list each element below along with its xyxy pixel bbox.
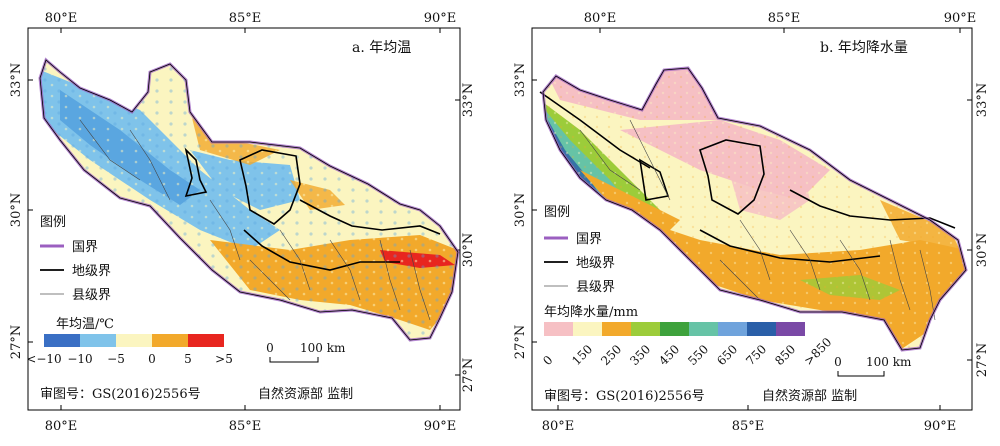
legend-item-county: 县级界 — [576, 280, 615, 295]
panel-title: b. 年均降水量 — [820, 40, 908, 56]
lon-tick-top: 85°E — [229, 11, 262, 26]
lat-tick-right: 30°N — [975, 233, 990, 267]
lon-tick-top: 90°E — [424, 11, 457, 26]
lon-tick-bottom: 80°E — [45, 419, 78, 434]
colorbar-swatch — [152, 334, 188, 347]
lon-tick-bottom: 90°E — [424, 419, 457, 434]
colorbar-label: −5 — [107, 352, 125, 366]
lon-tick-top: 80°E — [584, 11, 617, 26]
lat-tick-right: 30°N — [461, 233, 476, 267]
lon-tick-bottom: 85°E — [229, 419, 262, 434]
scale-label: 100 km — [866, 355, 912, 369]
colorbar-label: 0 — [148, 352, 156, 366]
authority: 自然资源部 监制 — [258, 386, 353, 402]
colorbar-swatch — [747, 322, 776, 336]
legend-item-national: 国界 — [72, 240, 98, 255]
lat-tick-right: 27°N — [975, 343, 990, 377]
colorbar-swatch — [44, 334, 80, 347]
colorbar-label: <−10 — [26, 352, 61, 366]
lon-tick-top: 90°E — [944, 11, 977, 26]
legend: 图例 国界 地级界 县级界 年均降水量/mm 0 150 250 350 450 550 6… — [540, 205, 834, 368]
lon-tick-top: 80°E — [45, 11, 78, 26]
legend-heading: 图例 — [40, 215, 66, 230]
colorbar-label: −10 — [67, 352, 92, 366]
lat-tick-right: 33°N — [975, 83, 990, 117]
colorbar-swatch — [718, 322, 747, 336]
colorbar: <−10 −10 −5 0 5 >5 — [26, 334, 233, 366]
legend-item-prefecture: 地级界 — [576, 256, 615, 271]
scale-zero: 0 — [266, 341, 274, 355]
legend: 图例 国界 地级界 县级界 年均温/℃ <−10 −10 −5 0 5 >5 — [26, 215, 233, 366]
colorbar-title: 年均降水量/mm — [544, 305, 638, 320]
lat-tick-left: 27°N — [513, 325, 528, 359]
authority: 自然资源部 监制 — [762, 388, 857, 404]
panel-title: a. 年均温 — [352, 40, 411, 56]
frame-ticks — [28, 28, 460, 410]
lat-tick-left: 33°N — [9, 63, 24, 97]
colorbar-swatch — [689, 322, 718, 336]
colorbar-label: 5 — [184, 352, 192, 366]
approval-number: 审图号：GS(2016)2556号 — [544, 389, 705, 404]
legend-item-prefecture: 地级界 — [72, 264, 111, 279]
colorbar-label: >5 — [215, 352, 233, 366]
panel-temperature: 80°E 85°E 90°E 80°E 85°E 90°E 33°N 30°N … — [9, 11, 476, 434]
lat-tick-left: 33°N — [513, 63, 528, 97]
colorbar-swatch — [660, 322, 689, 336]
legend-item-county: 县级界 — [72, 288, 111, 303]
colorbar-swatch — [573, 322, 602, 336]
approval-number: 审图号：GS(2016)2556号 — [40, 387, 201, 402]
colorbar-swatch — [544, 322, 573, 336]
colorbar-swatch — [602, 322, 631, 336]
lon-tick-bottom: 90°E — [924, 419, 957, 434]
scale-label: 100 km — [300, 341, 346, 355]
county-borders — [579, 119, 936, 321]
colorbar-swatch — [188, 334, 224, 347]
lon-tick-top: 85°E — [768, 11, 801, 26]
colorbar-title: 年均温/℃ — [56, 317, 114, 332]
lat-tick-left: 30°N — [513, 193, 528, 227]
frame-ticks — [532, 28, 972, 410]
panel-precipitation: 80°E 85°E 90°E 80°E 85°E 90°E 33°N 30°N … — [513, 11, 990, 434]
county-borders — [79, 119, 431, 321]
legend-heading: 图例 — [544, 205, 570, 220]
prefecture-borders — [539, 91, 956, 263]
lon-tick-bottom: 85°E — [732, 419, 765, 434]
lat-tick-left: 27°N — [9, 325, 24, 359]
scale-zero: 0 — [834, 355, 842, 369]
colorbar-swatch — [776, 322, 805, 336]
prefecture-borders — [184, 147, 441, 271]
legend-item-national: 国界 — [576, 232, 602, 247]
colorbar-swatch — [80, 334, 116, 347]
lat-tick-right: 27°N — [461, 358, 476, 392]
scale-bar: 0 100 km — [834, 355, 912, 377]
colorbar-swatch — [116, 334, 152, 347]
scale-bar: 0 100 km — [266, 341, 346, 363]
lat-tick-right: 33°N — [461, 83, 476, 117]
lat-tick-left: 30°N — [9, 193, 24, 227]
lon-tick-bottom: 80°E — [542, 419, 575, 434]
colorbar-swatch — [631, 322, 660, 336]
